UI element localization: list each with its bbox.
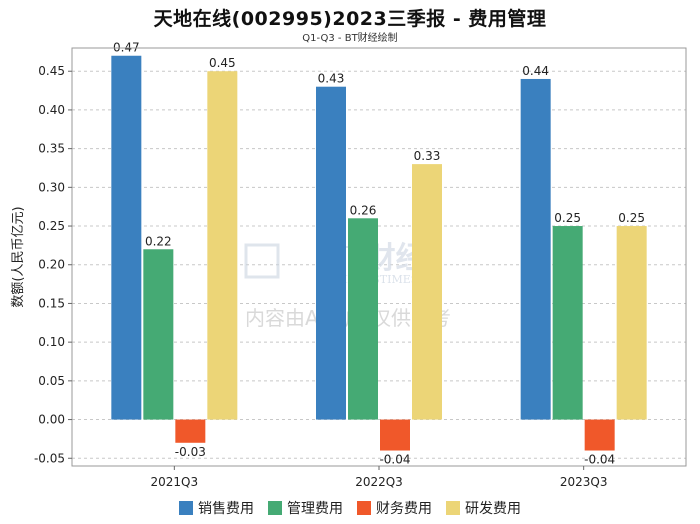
bar-value-label: 0.33 bbox=[414, 149, 441, 163]
bars bbox=[111, 55, 647, 451]
bar-value-label: 0.44 bbox=[522, 64, 549, 78]
y-tick-label: 0.40 bbox=[38, 103, 65, 117]
bar bbox=[111, 55, 142, 420]
bar bbox=[616, 226, 647, 420]
legend: 销售费用 管理费用 财务费用 研发费用 bbox=[0, 498, 700, 518]
legend-item: 研发费用 bbox=[446, 498, 521, 518]
data-labels: 0.470.22-0.030.450.430.26-0.040.330.440.… bbox=[113, 41, 645, 467]
bar-value-label: 0.43 bbox=[318, 72, 345, 86]
bar bbox=[552, 226, 583, 420]
legend-swatch bbox=[446, 501, 460, 515]
y-tick-label: 0.25 bbox=[38, 219, 65, 233]
bar-value-label: 0.25 bbox=[618, 211, 645, 225]
chart-subtitle: Q1-Q3 - BT财经绘制 bbox=[302, 33, 398, 44]
watermark-logo-mark bbox=[244, 243, 280, 279]
y-tick-label: 0.00 bbox=[38, 413, 65, 427]
bar bbox=[143, 249, 174, 420]
bar-value-label: 0.45 bbox=[209, 56, 236, 70]
y-axis: -0.05 0.00 0.05 0.10 0.15 0.20 0.25 0.30 0.35 0.4… bbox=[34, 64, 72, 465]
bar bbox=[207, 71, 238, 420]
legend-label: 财务费用 bbox=[376, 501, 432, 517]
bar-value-label: 0.25 bbox=[554, 211, 581, 225]
bar-value-label: -0.04 bbox=[379, 453, 410, 467]
legend-label: 销售费用 bbox=[198, 501, 254, 517]
bar bbox=[520, 78, 551, 420]
y-tick-label: 0.45 bbox=[38, 64, 65, 78]
y-tick-label: -0.05 bbox=[34, 451, 65, 465]
x-tick-label: 2022Q3 bbox=[355, 475, 403, 489]
y-tick-label: 0.10 bbox=[38, 335, 65, 349]
y-tick-label: 0.30 bbox=[38, 180, 65, 194]
y-tick-label: 0.05 bbox=[38, 374, 65, 388]
y-tick-label: 0.35 bbox=[38, 142, 65, 156]
bar bbox=[584, 419, 615, 451]
legend-label: 管理费用 bbox=[287, 501, 343, 517]
bar bbox=[175, 419, 206, 443]
bar bbox=[380, 419, 410, 451]
bar-value-label: -0.04 bbox=[584, 453, 615, 467]
y-tick-label: 0.15 bbox=[38, 296, 65, 310]
legend-item: 财务费用 bbox=[357, 498, 432, 518]
legend-swatch bbox=[179, 501, 193, 515]
bar bbox=[412, 164, 442, 420]
legend-label: 研发费用 bbox=[465, 501, 521, 517]
bar-value-label: 0.26 bbox=[350, 203, 377, 217]
bar bbox=[348, 218, 378, 420]
x-axis: 2021Q3 2022Q3 2023Q3 bbox=[151, 466, 608, 489]
legend-item: 销售费用 bbox=[179, 498, 254, 518]
chart-title: 天地在线(002995)2023三季报 - 费用管理 bbox=[153, 8, 547, 30]
legend-swatch bbox=[268, 501, 282, 515]
bar bbox=[316, 86, 346, 420]
y-axis-label: 数额(人民币亿元) bbox=[11, 206, 26, 307]
x-tick-label: 2021Q3 bbox=[151, 475, 199, 489]
legend-swatch bbox=[357, 501, 371, 515]
bar-value-label: -0.03 bbox=[175, 445, 206, 459]
legend-item: 管理费用 bbox=[268, 498, 343, 518]
grid bbox=[72, 70, 686, 459]
y-tick-label: 0.20 bbox=[38, 258, 65, 272]
bar-value-label: 0.22 bbox=[145, 234, 172, 248]
x-tick-label: 2023Q3 bbox=[560, 475, 608, 489]
